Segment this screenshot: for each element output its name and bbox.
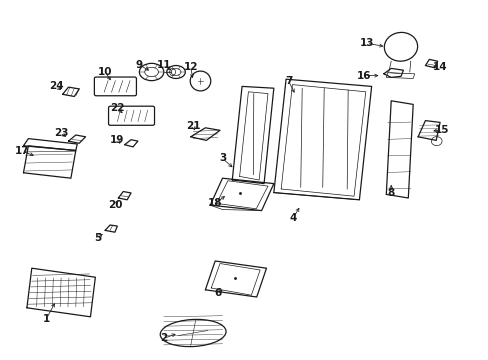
- Text: 15: 15: [434, 125, 449, 135]
- Text: 5: 5: [94, 233, 101, 243]
- Text: 9: 9: [136, 60, 142, 70]
- Text: 22: 22: [110, 103, 124, 113]
- Text: 17: 17: [15, 146, 29, 156]
- Text: 3: 3: [219, 153, 225, 163]
- Text: 13: 13: [359, 38, 373, 48]
- Text: 18: 18: [207, 198, 222, 208]
- Text: 20: 20: [107, 200, 122, 210]
- Text: 24: 24: [49, 81, 63, 91]
- Text: 1: 1: [43, 314, 50, 324]
- Text: 6: 6: [214, 288, 221, 298]
- Text: 11: 11: [156, 60, 171, 70]
- Text: 7: 7: [284, 76, 292, 86]
- Text: 10: 10: [98, 67, 112, 77]
- Text: 4: 4: [289, 213, 297, 223]
- Text: 19: 19: [110, 135, 124, 145]
- Text: 23: 23: [54, 128, 68, 138]
- Text: 21: 21: [185, 121, 200, 131]
- Text: 2: 2: [160, 333, 167, 343]
- Text: 14: 14: [432, 62, 447, 72]
- Text: 16: 16: [356, 71, 371, 81]
- Text: 12: 12: [183, 62, 198, 72]
- Text: 8: 8: [387, 188, 394, 198]
